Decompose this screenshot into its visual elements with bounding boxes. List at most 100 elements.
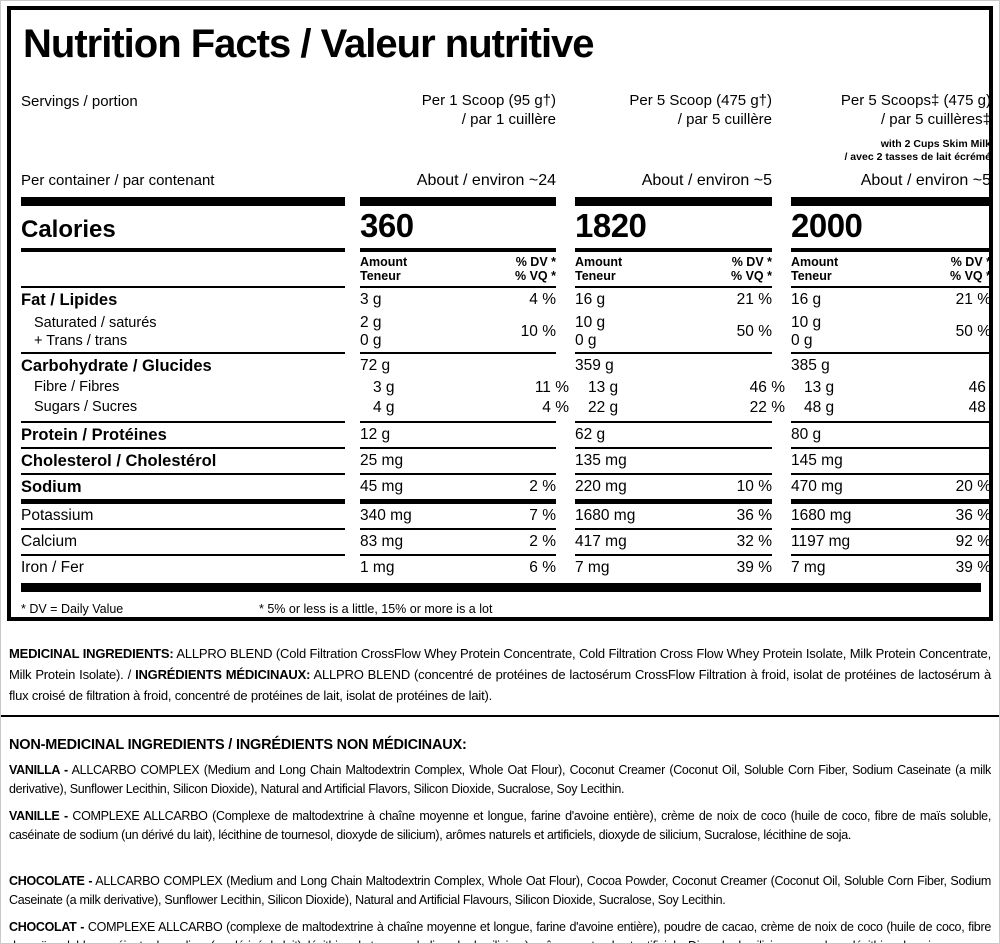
serving-size-row: Servings / portion Per 1 Scoop (95 g†) /… [21,91,989,164]
sodium-cell: 470 mg 20 % [791,477,989,497]
sugars-cell: 48 g 48 % [804,398,989,418]
protein-cell: 62 g [575,425,772,445]
amount-header-en: Amount [360,255,408,269]
cholesterol-label: Cholesterol / Cholestérol [21,452,217,470]
medicinal-text-en: ALLPRO BLEND (Cold Filtration CrossFlow … [9,646,991,682]
footnote-guidance: * 5% or less is a little, 15% or more is… [259,601,556,617]
sodium-row: Sodium 45 mg 2 % 220 mg 10 % 470 mg 20 % [21,475,989,499]
amount-header-en: Amount [575,255,623,269]
potassium-dv: 7 % [529,507,556,524]
iron-row: Iron / Fer 1 mg 6 % 7 mg 39 % 7 mg 39 % [21,556,989,581]
sodium-amount: 45 mg [360,478,404,495]
calcium-dv: 2 % [529,533,556,550]
calcium-label: Calcium [21,533,77,550]
fat-amount: 16 g [575,291,606,308]
fat-amount: 16 g [791,291,822,308]
amount-dv-header: Amount Teneur % DV *% VQ * [360,255,556,283]
cholesterol-amount: 145 mg [791,452,843,469]
saturated-amount: 2 g [360,314,382,331]
sugars-cell: 4 g 4 % [373,398,569,418]
chocolat-ingredients-paragraph: CHOCOLAT - COMPLEXE ALLCARBO (complexe d… [9,918,991,943]
sugars-amount: 22 g [588,399,619,416]
fibre-amount: 13 g [804,379,835,396]
calories-row: Calories 360 1820 2000 [21,206,981,248]
skim-milk-note-en: with 2 Cups Skim Milk [880,138,991,150]
potassium-dv: 36 % [955,507,991,524]
iron-amount: 1 mg [360,559,395,576]
calcium-cell: 83 mg 2 % [360,532,556,552]
medicinal-heading-fr: INGRÉDIENTS MÉDICINAUX: [135,667,311,682]
calcium-cell: 1197 mg 92 % [791,532,991,552]
chocolat-lead: CHOCOLAT - [9,920,85,934]
cholesterol-cell: 25 mg [360,451,556,471]
trans-amount: 0 g [575,332,597,349]
amount-header-en: Amount [791,255,839,269]
potassium-cell: 340 mg 7 % [360,506,556,526]
trans-amount: 0 g [360,332,382,349]
label-title: Nutrition Facts / Valeur nutritive [23,22,595,66]
dv-header-fr: % VQ * [731,269,772,283]
calcium-dv: 32 % [736,533,772,550]
section-divider [1,715,999,717]
calcium-dv: 92 % [955,533,991,550]
potassium-row: Potassium 340 mg 7 % 1680 mg 36 % 1680 mg 3… [21,504,989,528]
thin-separator [21,528,989,530]
sodium-dv: 10 % [736,478,772,495]
fibre-dv: 11 % [534,379,569,396]
trans-label: + Trans / trans [34,333,128,349]
sugars-amount: 48 g [804,399,835,416]
serving-size-line1: Per 5 Scoops‡ (475 g) [840,92,991,109]
thin-separator [21,352,989,354]
medicinal-text-fr: ALLPRO BLEND (concentré de protéines de … [9,667,991,703]
fat-cell: 16 g 21 % [575,290,772,310]
skim-milk-note: with 2 Cups Skim Milk / avec 2 tasses de… [791,138,991,164]
protein-cell: 12 g [360,425,556,445]
protein-amount: 62 g [575,426,606,443]
column-header-5-scoops-milk: Per 5 Scoops‡ (475 g) / par 5 cuillères‡… [791,91,991,164]
potassium-amount: 340 mg [360,507,412,524]
chocolate-lead: CHOCOLATE - [9,874,93,888]
chocolate-text: ALLCARBO COMPLEX (Medium and Long Chain … [9,874,991,907]
per-container-row: Per container / par contenant About / en… [21,172,989,190]
iron-amount: 7 mg [575,559,610,576]
container-count: About / environ ~5 [641,172,772,189]
sodium-label: Sodium [21,478,82,496]
thick-separator [21,197,989,206]
vanilla-text: ALLCARBO COMPLEX (Medium and Long Chain … [9,763,991,796]
sugars-dv: 22 % [749,399,785,416]
footnotes: * DV = Daily Value * VQ = valeur quotidi… [21,594,981,621]
sugars-amount: 4 g [373,399,395,416]
protein-amount: 12 g [360,426,391,443]
saturated-trans-labels: Saturated / saturés + Trans / trans [21,314,345,350]
saturated-label: Saturated / saturés [34,315,157,331]
dv-header-fr: % VQ * [515,269,556,283]
protein-amount: 80 g [791,426,822,443]
carbohydrate-cell: 385 g [791,356,989,376]
sugars-cell: 22 g 22 % [588,398,785,418]
protein-label: Protein / Protéines [21,426,167,444]
vanilla-ingredients-paragraph: VANILLA - ALLCARBO COMPLEX (Medium and L… [9,761,991,799]
footnote-vq: * VQ = valeur quotidienne [21,617,259,621]
footnote-dv: * DV = Daily Value [21,602,124,616]
iron-cell: 1 mg 6 % [360,558,556,578]
trans-amount: 0 g [791,332,813,349]
saturated-trans-dv: 50 % [736,323,772,340]
fibre-row: Fibre / Fibres 3 g 11 % 13 g 46 % 13 g 46 % [21,378,989,398]
chocolate-ingredients-paragraph: CHOCOLATE - ALLCARBO COMPLEX (Medium and… [9,872,991,910]
saturated-trans-dv: 10 % [520,323,556,340]
thin-separator [21,473,989,475]
carbohydrate-row: Carbohydrate / Glucides 72 g 359 g 385 g [21,354,981,378]
dv-header-en: % DV * [731,255,772,269]
carbohydrate-cell: 72 g [360,356,556,376]
fat-dv: 21 % [736,291,772,308]
calcium-row: Calcium 83 mg 2 % 417 mg 32 % 1197 mg 92 % [21,530,989,554]
serving-size-line2: / par 5 cuillères‡ [880,111,991,128]
calcium-amount: 1197 mg [791,533,851,550]
footnote-little: * 5% or less is a little, 15% or more is… [259,602,493,616]
sugars-row: Sugars / Sucres 4 g 4 % 22 g 22 % 48 g 48 % [21,398,989,421]
nutrition-facts-table: Nutrition Facts / Valeur nutritive Servi… [7,6,993,621]
chocolat-text: COMPLEXE ALLCARBO (complexe de maltodext… [9,920,991,943]
calories-value: 360 [360,207,414,244]
